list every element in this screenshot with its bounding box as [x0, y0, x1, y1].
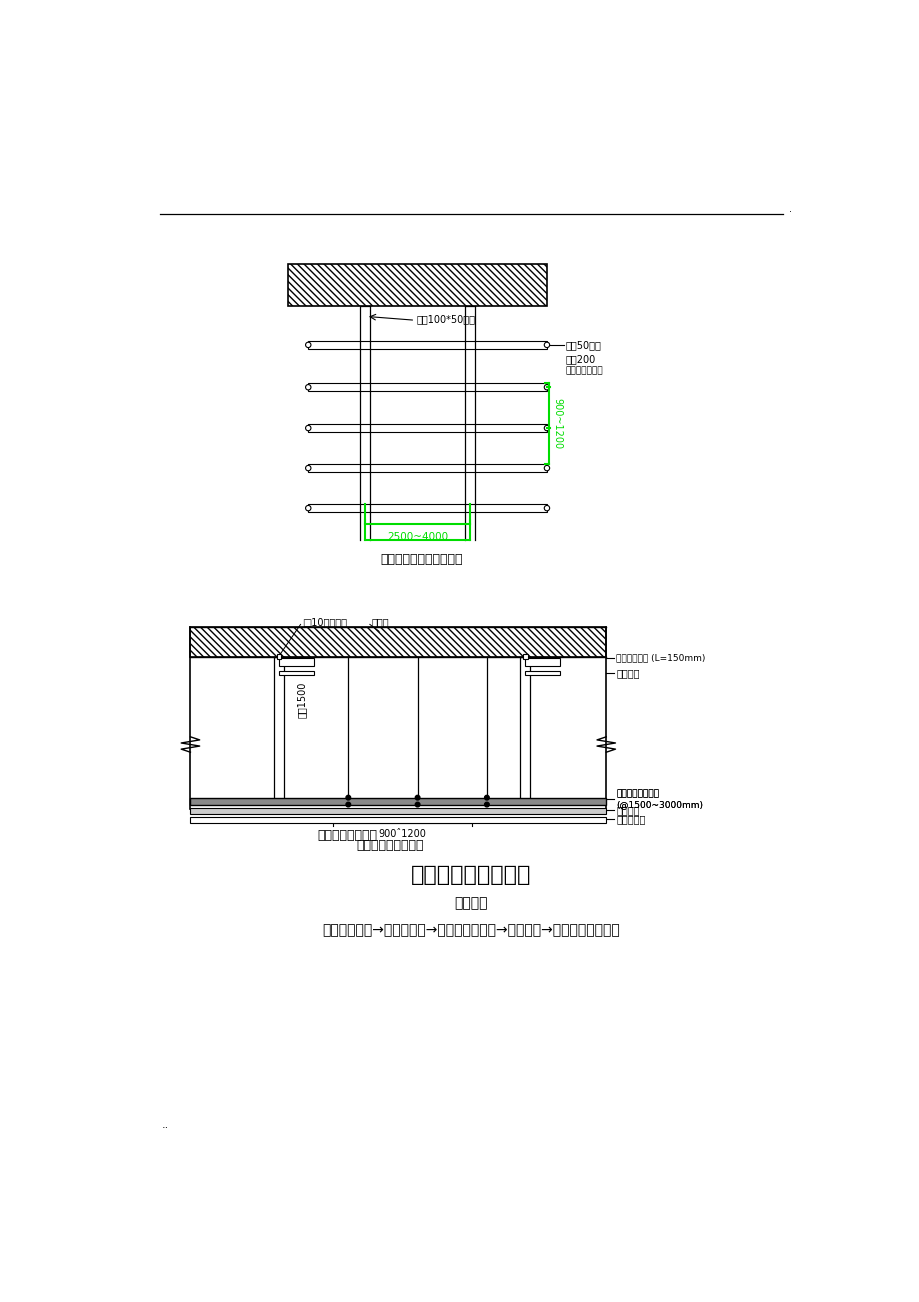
Bar — [523, 655, 528, 659]
Bar — [308, 383, 547, 391]
Circle shape — [544, 384, 549, 389]
Circle shape — [305, 505, 311, 510]
Circle shape — [484, 796, 489, 799]
Text: 转换支撑骨架側面图: 转换支撑骨架側面图 — [356, 838, 423, 852]
Circle shape — [414, 802, 419, 807]
Text: 高强混凝土围案: 高强混凝土围案 — [565, 367, 603, 375]
Bar — [278, 671, 313, 676]
Text: ..: .. — [162, 1120, 169, 1130]
Bar — [278, 658, 313, 667]
Text: 转换支撑设计→锅骨架加工→活动脚手架搭设→测量放线→与原结构生根连接: 转换支撑设计→锅骨架加工→活动脚手架搭设→测量放线→与原结构生根连接 — [323, 923, 619, 937]
Text: .: . — [788, 203, 791, 214]
Circle shape — [305, 342, 311, 348]
Text: 吊顶龙骨: 吊顶龙骨 — [616, 805, 639, 815]
Bar — [190, 798, 606, 805]
Bar — [525, 671, 560, 676]
Bar — [190, 816, 606, 823]
Text: 工艺流程: 工艺流程 — [454, 896, 488, 910]
Text: 900~1200: 900~1200 — [551, 398, 562, 449]
Text: 2500~4000: 2500~4000 — [387, 531, 448, 542]
Circle shape — [305, 465, 311, 471]
Bar — [288, 264, 547, 306]
Text: 纵向100*50方管: 纵向100*50方管 — [416, 314, 475, 324]
Text: 镀锌角钢纵向加固
(@1500~3000mm): 镀锌角钢纵向加固 (@1500~3000mm) — [616, 789, 702, 809]
Text: 大于1500: 大于1500 — [297, 682, 307, 717]
Text: 镀锌角钢: 镀锌角钢 — [616, 668, 639, 678]
Bar — [308, 341, 547, 349]
Text: 工艺流程及操作要点: 工艺流程及操作要点 — [411, 866, 531, 885]
Text: □10膨胀螺栓: □10膨胀螺栓 — [301, 617, 346, 628]
Bar — [308, 424, 547, 432]
Text: 900ˆ1200: 900ˆ1200 — [378, 829, 425, 838]
Circle shape — [305, 426, 311, 431]
Bar — [308, 465, 547, 471]
Circle shape — [414, 796, 419, 799]
Circle shape — [544, 505, 549, 510]
Text: 吊顶罩面板: 吊顶罩面板 — [616, 814, 645, 824]
Bar — [190, 807, 606, 814]
Text: 镀锌角钢纵向加固
(@1500~3000mm): 镀锌角钢纵向加固 (@1500~3000mm) — [616, 789, 702, 809]
Circle shape — [544, 342, 549, 348]
Text: 原楼板: 原楼板 — [371, 617, 389, 628]
Circle shape — [346, 796, 350, 799]
Text: 镀锌角钢角码 (L=150mm): 镀锌角钢角码 (L=150mm) — [616, 654, 705, 663]
Circle shape — [305, 384, 311, 389]
Text: 墙距200: 墙距200 — [565, 354, 595, 363]
Bar — [190, 628, 606, 656]
Bar — [525, 658, 560, 667]
Circle shape — [544, 465, 549, 471]
Text: 转换支撑骨架平面布置图: 转换支撑骨架平面布置图 — [380, 553, 462, 566]
Circle shape — [484, 802, 489, 807]
Bar — [308, 504, 547, 512]
Circle shape — [544, 426, 549, 431]
Circle shape — [346, 802, 350, 807]
Bar — [277, 655, 281, 659]
Text: 横截50角钢: 横截50角钢 — [565, 340, 601, 350]
Text: 吸顶内横向剖面图: 吸顶内横向剖面图 — [317, 829, 377, 842]
